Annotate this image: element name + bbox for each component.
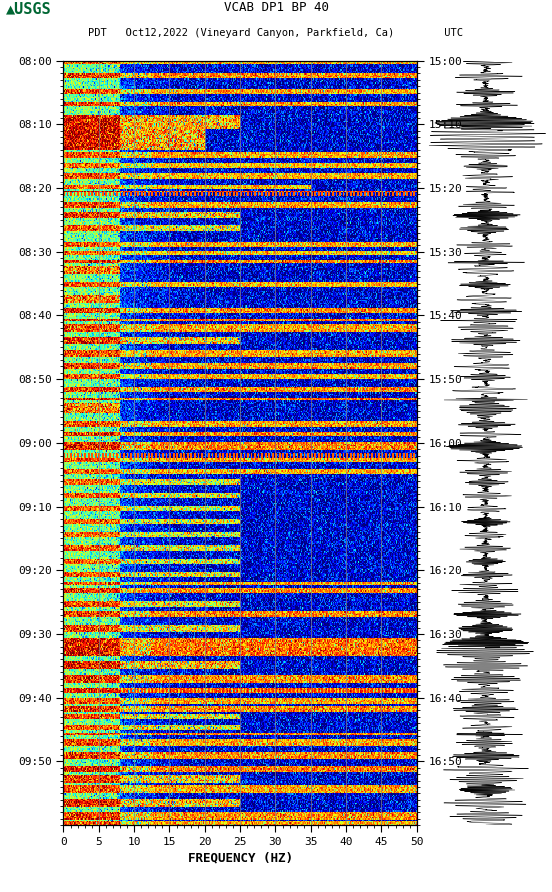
Text: ▲USGS: ▲USGS xyxy=(6,1,51,16)
Text: PDT   Oct12,2022 (Vineyard Canyon, Parkfield, Ca)        UTC: PDT Oct12,2022 (Vineyard Canyon, Parkfie… xyxy=(88,28,464,37)
X-axis label: FREQUENCY (HZ): FREQUENCY (HZ) xyxy=(188,851,293,864)
Text: VCAB DP1 BP 40: VCAB DP1 BP 40 xyxy=(224,1,328,14)
